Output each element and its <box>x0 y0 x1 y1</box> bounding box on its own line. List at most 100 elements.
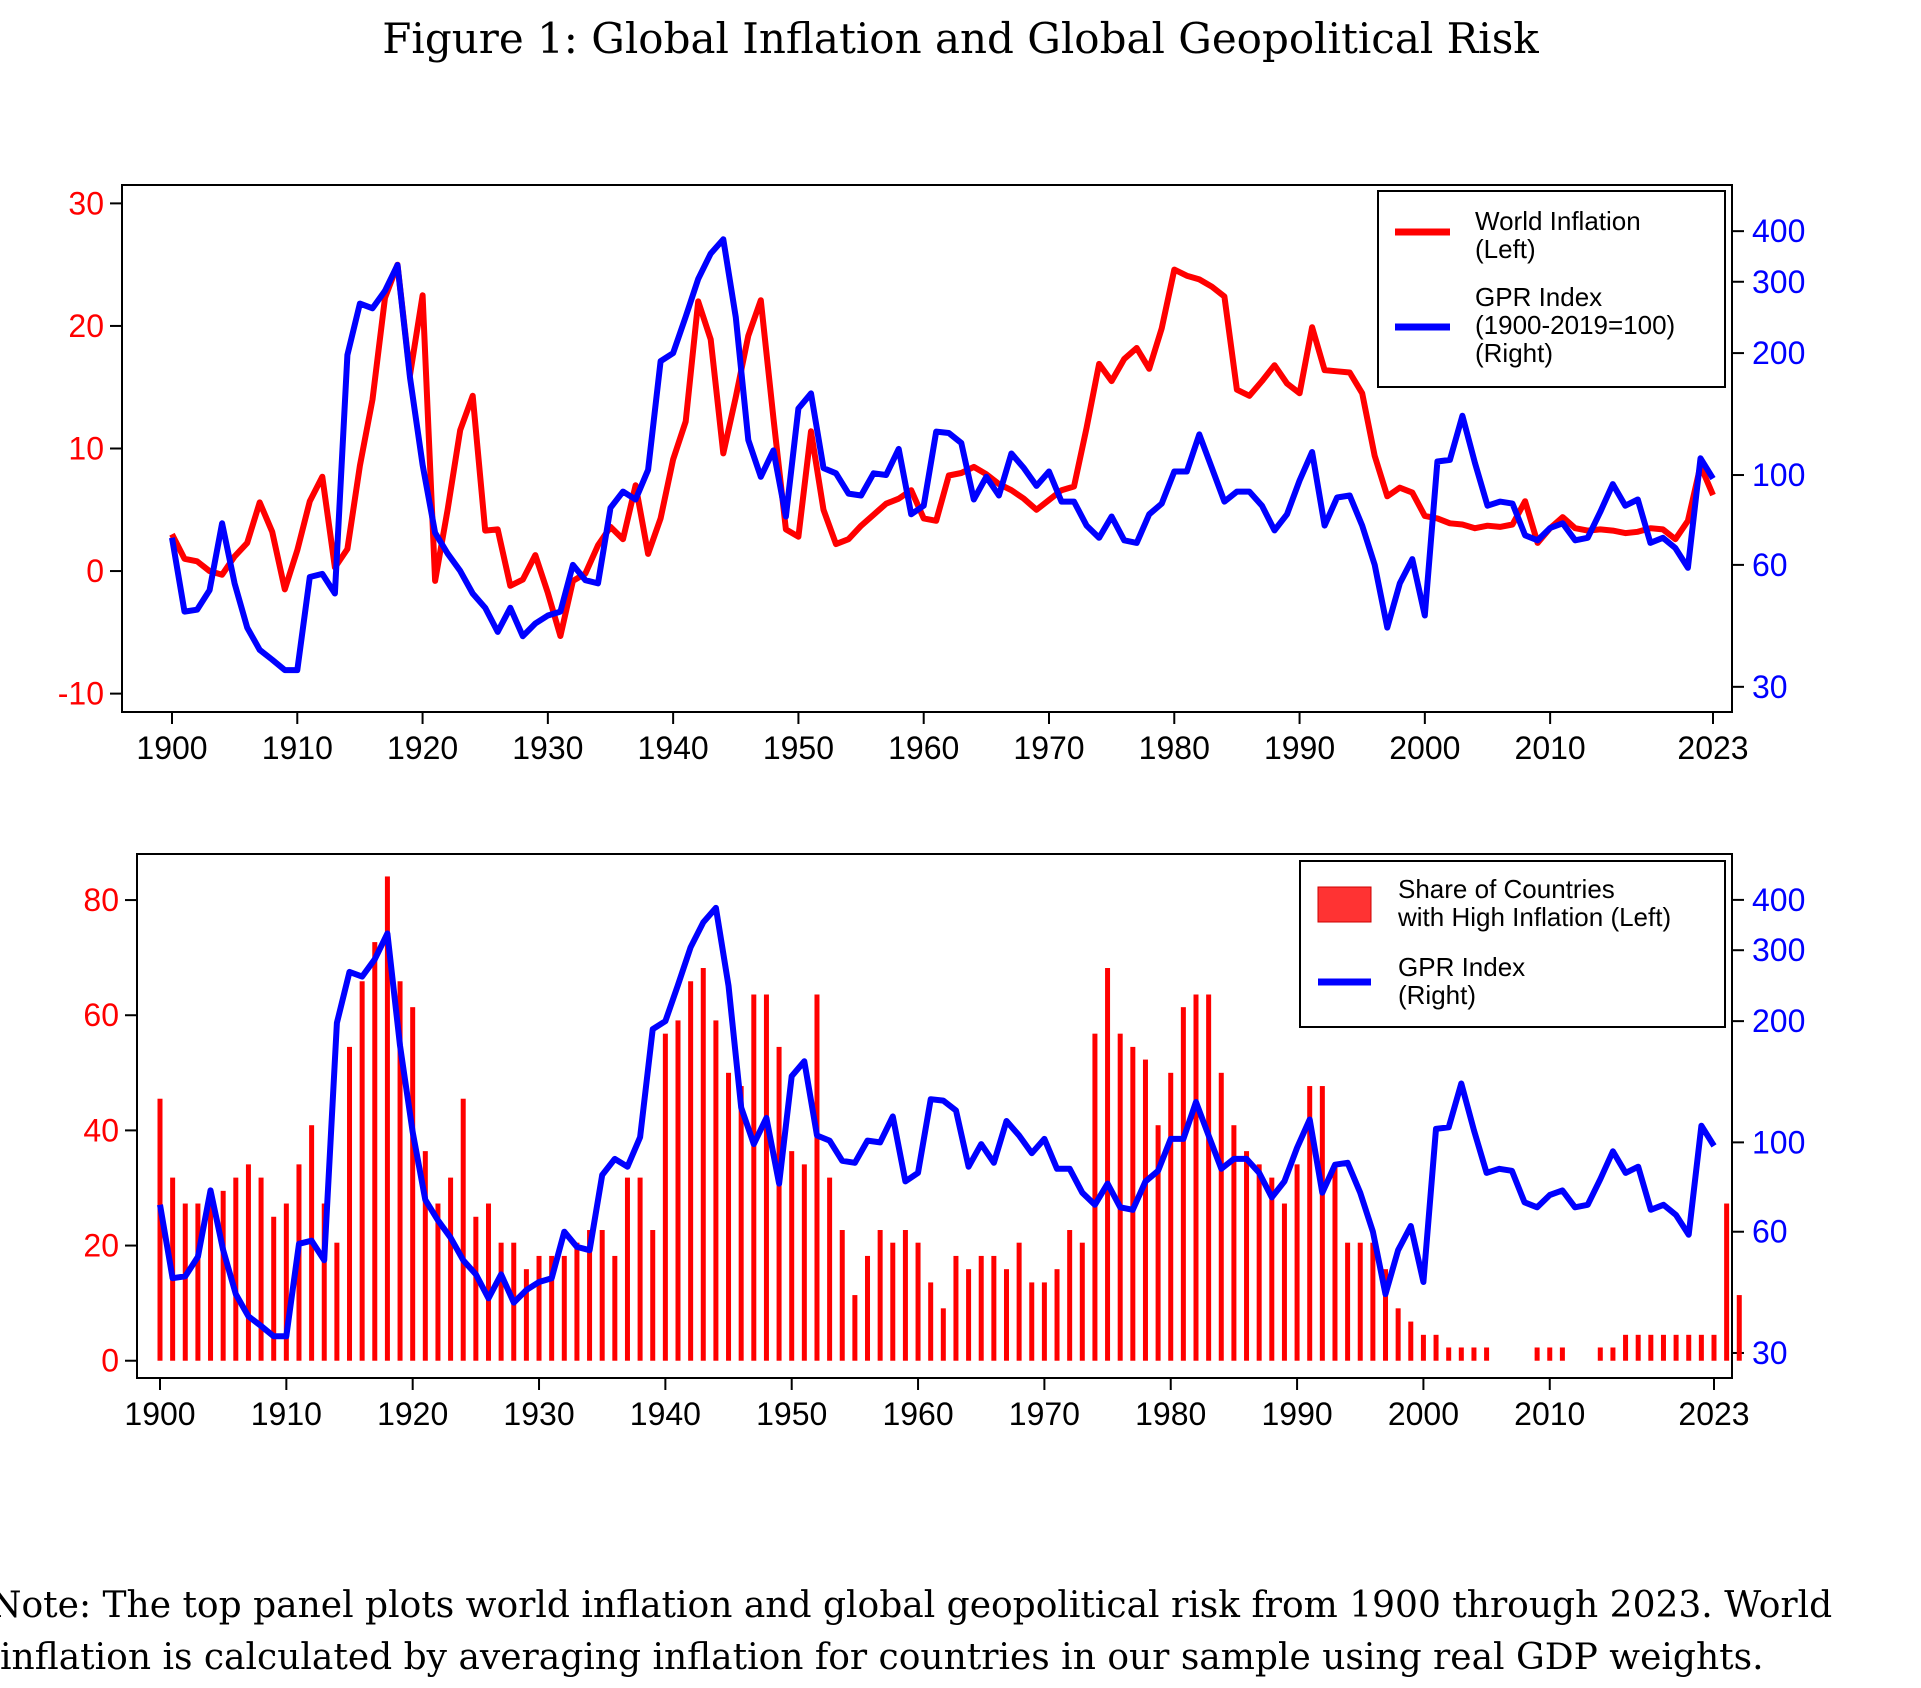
x-tick-label: 1990 <box>1261 1396 1332 1432</box>
bar-share-high-inflation <box>1269 1177 1275 1361</box>
bar-share-high-inflation <box>637 1177 643 1361</box>
bar-share-high-inflation <box>1054 1269 1060 1361</box>
bar-share-high-inflation <box>182 1203 188 1361</box>
y-left-tick-label: 30 <box>68 185 104 221</box>
bar-share-high-inflation <box>1244 1151 1250 1361</box>
bar-share-high-inflation <box>1711 1334 1717 1361</box>
bar-share-high-inflation <box>928 1282 934 1361</box>
legend-swatch-share <box>1317 886 1372 923</box>
legend-label-inflation: (Left) <box>1475 234 1536 264</box>
bar-share-high-inflation <box>1294 1164 1300 1361</box>
x-tick-label: 1900 <box>136 730 207 766</box>
x-tick-label: 2010 <box>1515 730 1586 766</box>
figure-title: Figure 1: Global Inflation and Global Ge… <box>382 14 1539 63</box>
bar-share-high-inflation <box>334 1242 340 1361</box>
series-line-gpr-index <box>169 236 1716 674</box>
bar-share-high-inflation <box>650 1230 656 1361</box>
x-tick-label: 1920 <box>387 730 458 766</box>
bar-share-high-inflation <box>397 981 403 1361</box>
bar-share-high-inflation <box>1206 994 1212 1361</box>
x-tick-label: 1950 <box>756 1396 827 1432</box>
figure-note: Note: The top panel plots world inflatio… <box>0 1585 1833 1678</box>
x-tick-label: 1940 <box>630 1396 701 1432</box>
series-line-gpr-index <box>157 904 1717 1340</box>
bar-share-high-inflation <box>422 1151 428 1361</box>
bar-share-high-inflation <box>1003 1269 1009 1361</box>
bar-share-high-inflation <box>1736 1295 1742 1361</box>
bar-share-high-inflation <box>1446 1347 1452 1361</box>
bar-share-high-inflation <box>763 994 769 1361</box>
bar-share-high-inflation <box>1408 1321 1414 1361</box>
legend-label-share: Share of Countries <box>1398 874 1615 904</box>
bar-share-high-inflation <box>1698 1334 1704 1361</box>
y-left-tick-label: -10 <box>58 676 104 712</box>
bar-share-high-inflation <box>865 1255 871 1361</box>
x-tick-label: 1930 <box>503 1396 574 1432</box>
bar-share-high-inflation <box>1041 1282 1047 1361</box>
x-tick-label: 1980 <box>1135 1396 1206 1432</box>
bar-share-high-inflation <box>662 1033 668 1361</box>
bar-share-high-inflation <box>1016 1242 1022 1361</box>
bar-share-high-inflation <box>220 1190 226 1361</box>
bar-share-high-inflation <box>574 1242 580 1361</box>
bar-share-high-inflation <box>1686 1334 1692 1361</box>
bar-share-high-inflation <box>384 876 390 1361</box>
bar-share-high-inflation <box>991 1255 997 1361</box>
bar-share-high-inflation <box>1635 1334 1641 1361</box>
bar-share-high-inflation <box>1724 1203 1730 1361</box>
y-left-tick-label: 80 <box>83 882 119 918</box>
legend-box <box>1377 190 1726 388</box>
bar-share-high-inflation <box>1648 1334 1654 1361</box>
x-tick-label: 2010 <box>1514 1396 1585 1432</box>
legend-label-gpr: (1900-2019=100) <box>1475 310 1675 340</box>
x-tick-label: 1960 <box>882 1396 953 1432</box>
bar-share-high-inflation <box>460 1098 466 1361</box>
bar-share-high-inflation <box>1395 1308 1401 1361</box>
legend: World Inflation(Left) GPR Index(1900-2019… <box>1377 190 1726 388</box>
bar-share-high-inflation <box>675 1020 681 1361</box>
bar-share-high-inflation <box>726 1072 732 1361</box>
bar-share-high-inflation <box>473 1216 479 1361</box>
y-right-tick-label: 300 <box>1752 264 1805 300</box>
bar-share-high-inflation <box>966 1269 972 1361</box>
bar-share-high-inflation <box>1155 1125 1161 1361</box>
bar-share-high-inflation <box>915 1242 921 1361</box>
x-tick-label: 1970 <box>1013 730 1084 766</box>
bar-share-high-inflation <box>233 1177 239 1361</box>
bar-share-high-inflation <box>1117 1033 1123 1361</box>
bar-share-high-inflation <box>1256 1164 1262 1361</box>
bar-share-high-inflation <box>1231 1125 1237 1361</box>
bar-share-high-inflation <box>852 1295 858 1361</box>
bar-share-high-inflation <box>751 994 757 1361</box>
bar-share-high-inflation <box>1673 1334 1679 1361</box>
series-line-world-inflation <box>169 261 1716 639</box>
bar-share-high-inflation <box>245 1164 251 1361</box>
bar-share-high-inflation <box>839 1230 845 1361</box>
y-right-tick-label: 200 <box>1752 335 1805 371</box>
x-tick-label: 1920 <box>377 1396 448 1432</box>
y-left-tick-label: 40 <box>83 1112 119 1148</box>
bar-share-high-inflation <box>410 1007 416 1361</box>
bar-share-high-inflation <box>1319 1086 1325 1361</box>
x-tick-label: 1910 <box>251 1396 322 1432</box>
x-tick-label: 1990 <box>1264 730 1335 766</box>
bar-share-high-inflation <box>485 1203 491 1361</box>
bar-share-high-inflation <box>1597 1347 1603 1361</box>
y-left-tick-label: 0 <box>86 553 104 589</box>
x-tick-label: 1940 <box>638 730 709 766</box>
bar-share-high-inflation <box>1534 1347 1540 1361</box>
bar-share-high-inflation <box>1357 1242 1363 1361</box>
bar-share-high-inflation <box>700 968 706 1361</box>
bar-share-high-inflation <box>1193 994 1199 1361</box>
bar-share-high-inflation <box>814 994 820 1361</box>
bar-share-high-inflation <box>587 1230 593 1361</box>
bar-share-high-inflation <box>258 1177 264 1361</box>
top-panel: 1900 1910 1920 1930 1940 1950 1960 1970 1980 1990… <box>58 184 1805 766</box>
bar-share-high-inflation <box>1484 1347 1490 1361</box>
bar-share-high-inflation <box>1660 1334 1666 1361</box>
x-tick-label: 2023 <box>1677 730 1748 766</box>
legend-label-gpr: (Right) <box>1475 338 1553 368</box>
bar-share-high-inflation <box>1623 1334 1629 1361</box>
